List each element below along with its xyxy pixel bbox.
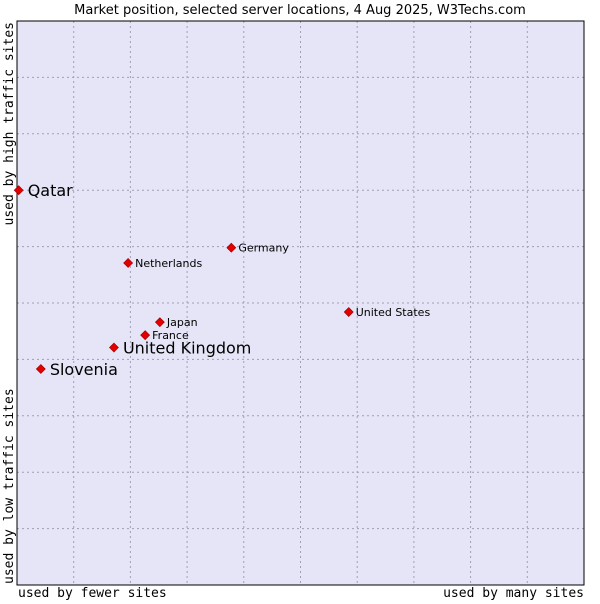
data-point-marker — [123, 258, 134, 268]
data-point-marker — [109, 342, 119, 353]
data-point-label: Germany — [238, 242, 289, 255]
data-point-label: Slovenia — [50, 360, 118, 379]
x-axis-low-label: used by fewer sites — [18, 586, 167, 600]
data-point-label: Netherlands — [135, 257, 202, 270]
data-point-marker — [35, 364, 46, 374]
plot-area: Qatar Germany Netherlands United States Japa… — [13, 20, 585, 586]
data-point-label: United Kingdom — [123, 339, 251, 358]
data-point-marker — [140, 330, 151, 341]
data-point-marker — [226, 242, 237, 253]
x-axis-high-label: used by many sites — [443, 586, 584, 600]
data-point-label: France — [152, 329, 189, 342]
data-point-label: Qatar — [28, 181, 73, 200]
data-point-marker — [13, 185, 24, 196]
data-point-label: Japan — [166, 316, 198, 329]
data-point-marker — [343, 307, 354, 317]
y-axis-low-label: used by low traffic sites — [2, 388, 17, 584]
data-point-marker — [154, 317, 165, 328]
y-axis-high-label: used by high traffic sites — [2, 22, 17, 226]
data-point-label: United States — [356, 306, 431, 319]
chart-title: Market position, selected server locatio… — [74, 3, 526, 18]
plot-border — [16, 20, 585, 586]
